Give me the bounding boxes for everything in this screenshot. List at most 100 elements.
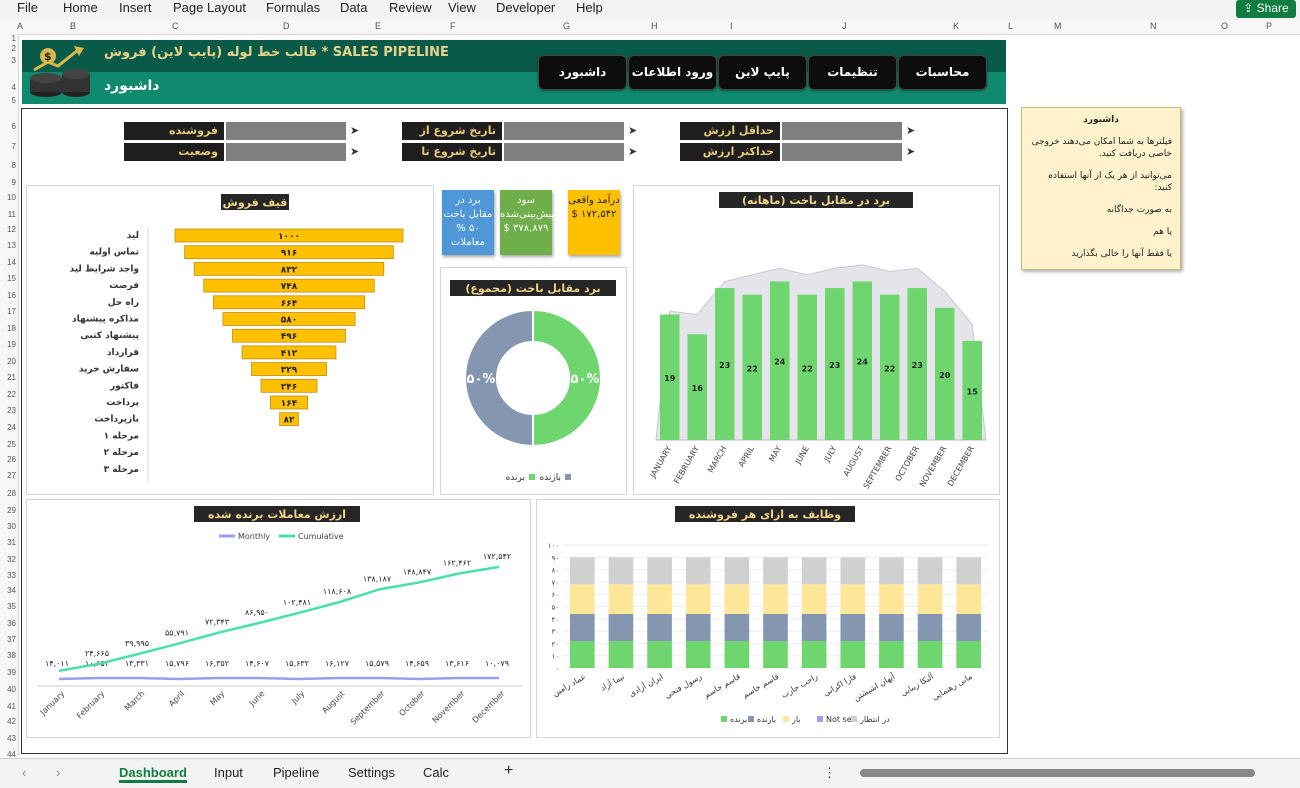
filter-min-value-field[interactable] xyxy=(782,122,902,140)
row-header[interactable]: 17 xyxy=(7,307,16,316)
nav-dashboard-button[interactable]: داشبورد xyxy=(538,55,627,90)
row-header[interactable]: 15 xyxy=(7,274,16,283)
row-header[interactable]: 35 xyxy=(7,602,16,611)
row-header[interactable]: 26 xyxy=(7,455,16,464)
row-header[interactable]: 30 xyxy=(7,522,16,531)
column-header[interactable]: I xyxy=(730,21,733,31)
row-header[interactable]: 43 xyxy=(7,734,16,743)
row-header[interactable]: 29 xyxy=(7,506,16,515)
row-header[interactable]: 16 xyxy=(7,291,16,300)
menu-help[interactable]: Help xyxy=(576,0,603,15)
nav-pipeline-button[interactable]: پایپ لاین xyxy=(718,55,807,90)
row-header[interactable]: 25 xyxy=(7,440,16,449)
row-header[interactable]: 5 xyxy=(11,96,16,105)
funnel-bar xyxy=(279,412,299,427)
column-header[interactable]: K xyxy=(953,21,960,31)
row-header[interactable]: 12 xyxy=(7,225,16,234)
column-header[interactable]: C xyxy=(172,21,179,31)
line-value-label: ۱۱۸,۶۰۸ xyxy=(323,587,352,596)
column-header[interactable]: F xyxy=(450,21,456,31)
filter-max-value-field[interactable] xyxy=(782,143,902,161)
column-header[interactable]: O xyxy=(1221,21,1229,31)
row-header[interactable]: 27 xyxy=(7,471,16,480)
more-options-icon[interactable]: ⋮ xyxy=(823,765,836,780)
row-header[interactable]: 1 xyxy=(11,34,16,43)
row-header[interactable]: 8 xyxy=(11,161,16,170)
filter-start-from-field[interactable] xyxy=(504,122,624,140)
column-header[interactable]: N xyxy=(1150,21,1157,31)
row-header[interactable]: 37 xyxy=(7,635,16,644)
menu-bar: File Home Insert Page Layout Formulas Da… xyxy=(0,0,1300,20)
filter-start-to-field[interactable] xyxy=(504,143,624,161)
column-header[interactable]: M xyxy=(1054,21,1062,31)
filter-status-field[interactable] xyxy=(226,143,346,161)
filter-seller-field[interactable] xyxy=(226,122,346,140)
add-sheet-icon[interactable]: + xyxy=(504,762,514,779)
column-header[interactable]: L xyxy=(1008,21,1014,31)
row-header[interactable]: 44 xyxy=(7,750,16,759)
funnel-bar xyxy=(174,228,404,243)
row-header[interactable]: 13 xyxy=(7,241,16,250)
scroll-left-icon[interactable]: ‹ xyxy=(22,765,27,780)
row-header[interactable]: 23 xyxy=(7,406,16,415)
row-header[interactable]: 33 xyxy=(7,571,16,580)
row-header[interactable]: 14 xyxy=(7,258,16,267)
column-header[interactable]: B xyxy=(70,21,77,31)
row-header[interactable]: 4 xyxy=(11,83,16,92)
row-header[interactable]: 24 xyxy=(7,423,16,432)
column-header[interactable]: A xyxy=(17,21,24,31)
horizontal-scrollbar[interactable] xyxy=(860,769,1255,777)
row-header[interactable]: 38 xyxy=(7,651,16,660)
row-header[interactable]: 19 xyxy=(7,340,16,349)
tab-pipeline[interactable]: Pipeline xyxy=(273,765,320,780)
row-header[interactable]: 21 xyxy=(7,373,16,382)
nav-calculations-button[interactable]: محاسبات xyxy=(898,55,987,90)
menu-review[interactable]: Review xyxy=(389,0,432,15)
row-header[interactable]: 34 xyxy=(7,586,16,595)
tab-dashboard[interactable]: Dashboard xyxy=(119,765,187,783)
row-header[interactable]: 7 xyxy=(11,142,16,151)
scroll-right-icon[interactable]: › xyxy=(56,765,61,780)
tab-input[interactable]: Input xyxy=(214,765,243,780)
tasks-category-label: مانی رهنمایی xyxy=(931,672,974,702)
row-header[interactable]: 28 xyxy=(7,489,16,498)
funnel-value-label: ۶۶۴ xyxy=(281,299,298,309)
funnel-category-label: فاکتور xyxy=(109,381,139,391)
column-header[interactable]: D xyxy=(283,21,290,31)
menu-insert[interactable]: Insert xyxy=(119,0,152,15)
column-header[interactable]: P xyxy=(1266,21,1273,31)
row-header[interactable]: 40 xyxy=(7,685,16,694)
nav-input-button[interactable]: ورود اطلاعات xyxy=(628,55,717,90)
menu-formulas[interactable]: Formulas xyxy=(266,0,321,15)
row-header[interactable]: 18 xyxy=(7,324,16,333)
row-header[interactable]: 11 xyxy=(7,210,16,219)
row-header[interactable]: 36 xyxy=(7,619,16,628)
row-header[interactable]: 31 xyxy=(7,538,16,547)
row-header[interactable]: 42 xyxy=(7,717,16,726)
menu-developer[interactable]: Developer xyxy=(496,0,556,15)
row-header[interactable]: 39 xyxy=(7,668,16,677)
column-header[interactable]: G xyxy=(563,21,571,31)
row-header[interactable]: 6 xyxy=(11,122,16,131)
row-header[interactable]: 20 xyxy=(7,357,16,366)
column-header[interactable]: H xyxy=(651,21,658,31)
row-header[interactable]: 9 xyxy=(11,178,16,187)
column-header[interactable]: J xyxy=(842,21,847,31)
row-header[interactable]: 22 xyxy=(7,390,16,399)
nav-settings-button[interactable]: تنظیمات xyxy=(808,55,897,90)
tab-calc[interactable]: Calc xyxy=(423,765,450,780)
menu-home[interactable]: Home xyxy=(63,0,98,15)
row-header[interactable]: 10 xyxy=(7,193,16,202)
column-header[interactable]: E xyxy=(375,21,382,31)
menu-view[interactable]: View xyxy=(448,0,476,15)
row-header[interactable]: 3 xyxy=(11,56,16,65)
menu-file[interactable]: File xyxy=(17,0,38,15)
row-header[interactable]: 41 xyxy=(7,702,16,711)
share-button[interactable]: ⇪ Share xyxy=(1236,0,1296,18)
row-header[interactable]: 32 xyxy=(7,555,16,564)
line-category-label: March xyxy=(123,689,147,713)
menu-data[interactable]: Data xyxy=(340,0,368,15)
row-header[interactable]: 2 xyxy=(11,44,16,53)
menu-page-layout[interactable]: Page Layout xyxy=(173,0,247,15)
tab-settings[interactable]: Settings xyxy=(348,765,395,780)
